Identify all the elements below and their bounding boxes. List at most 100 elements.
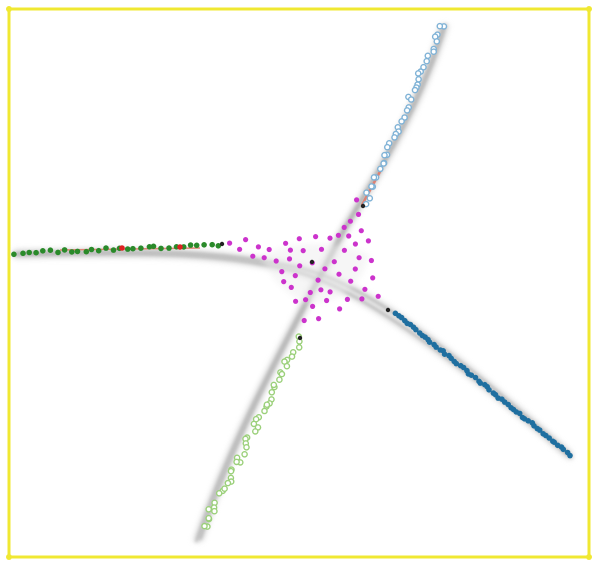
- point-left-2: [26, 249, 32, 256]
- point-lower-right-52: [546, 435, 552, 441]
- point-upper-right-32: [376, 165, 384, 173]
- point-lower-left-9: [278, 370, 286, 378]
- center-point-20: [273, 258, 279, 264]
- trunk-lines: [13, 22, 575, 544]
- point-upper-right-21: [398, 118, 405, 125]
- center-point-44: [307, 289, 313, 296]
- point-left-27: [201, 242, 207, 248]
- center-point-26: [348, 278, 354, 284]
- center-point-40: [261, 255, 267, 261]
- trunk-line-1: [199, 23, 447, 541]
- point-upper-right-6: [430, 48, 438, 56]
- point-left-12: [95, 247, 102, 254]
- accent-segments: [59, 167, 384, 251]
- red-point-1: [177, 244, 183, 250]
- point-upper-right-36: [368, 183, 375, 190]
- center-point-54: [370, 275, 376, 281]
- point-left-7: [61, 247, 68, 253]
- center-point-51: [287, 247, 293, 253]
- center-point-53: [318, 287, 324, 293]
- point-lower-right-59: [567, 452, 573, 459]
- point-left-18: [138, 245, 144, 251]
- point-left-26: [193, 242, 200, 249]
- point-upper-right-37: [363, 189, 370, 196]
- red-point-0: [119, 245, 125, 251]
- point-lower-right-49: [536, 427, 543, 433]
- center-point-17: [293, 298, 299, 304]
- center-point-45: [324, 297, 330, 304]
- frame-corner-1: [586, 6, 592, 12]
- center-point-1: [243, 237, 249, 243]
- point-lower-left-2: [295, 344, 303, 351]
- point-lower-left-47: [201, 522, 208, 530]
- center-point-5: [296, 236, 302, 242]
- center-point-42: [237, 246, 243, 252]
- point-lower-left-31: [233, 458, 240, 466]
- center-point-2: [255, 244, 261, 250]
- center-point-27: [362, 286, 368, 292]
- frame-corner-2: [6, 554, 12, 560]
- center-point-32: [316, 316, 322, 322]
- center-point-21: [286, 256, 293, 262]
- point-upper-right-8: [423, 57, 431, 65]
- point-left-14: [110, 247, 117, 253]
- center-point-28: [375, 293, 381, 299]
- point-left-11: [88, 246, 95, 253]
- point-lower-left-13: [268, 388, 276, 396]
- point-lower-right-17: [441, 351, 448, 358]
- center-point-52: [300, 248, 306, 254]
- center-point-47: [346, 233, 352, 239]
- point-lower-right-7: [413, 326, 419, 333]
- center-point-29: [359, 296, 365, 302]
- point-lower-right-32: [486, 387, 492, 393]
- point-left-8: [69, 249, 75, 255]
- center-point-19: [279, 269, 285, 275]
- point-upper-right-4: [433, 38, 441, 45]
- point-left-6: [55, 249, 61, 256]
- point-left-22: [166, 245, 172, 251]
- center-point-30: [344, 296, 350, 302]
- center-point-38: [368, 257, 374, 264]
- point-lower-left-10: [276, 376, 283, 384]
- junction-nodes: [219, 203, 391, 341]
- point-upper-right-1: [436, 22, 444, 30]
- center-point-49: [341, 224, 347, 230]
- point-lower-right-14: [433, 344, 439, 350]
- point-lower-left-17: [263, 401, 271, 409]
- point-lower-right-42: [516, 410, 523, 417]
- point-left-17: [130, 245, 136, 252]
- branch-lower-left: [201, 333, 303, 530]
- center-point-34: [301, 317, 307, 324]
- center-point-14: [322, 266, 328, 272]
- point-upper-right-12: [415, 76, 422, 83]
- center-point-0: [227, 240, 233, 246]
- point-upper-right-29: [381, 151, 388, 159]
- point-left-1: [20, 250, 26, 257]
- point-lower-left-4: [288, 353, 296, 360]
- point-upper-right-34: [370, 174, 378, 181]
- point-left-21: [158, 245, 164, 252]
- point-lower-left-36: [224, 479, 232, 487]
- center-point-43: [292, 273, 298, 279]
- center-point-22: [297, 263, 303, 269]
- junction-node-0: [219, 241, 225, 247]
- point-left-3: [33, 249, 39, 256]
- junction-node-4: [309, 259, 315, 265]
- center-point-10: [358, 228, 364, 234]
- junction-node-3: [297, 335, 303, 341]
- point-lower-left-18: [261, 407, 268, 415]
- center-point-33: [310, 303, 316, 309]
- point-left-0: [11, 251, 17, 258]
- point-lower-right-21: [453, 360, 460, 367]
- point-lower-right-29: [477, 380, 484, 386]
- center-point-18: [288, 284, 294, 290]
- point-upper-right-19: [403, 107, 411, 114]
- branch-upper-right: [362, 22, 448, 208]
- point-left-9: [74, 248, 81, 255]
- point-upper-right-38: [366, 194, 374, 202]
- center-point-3: [266, 246, 272, 253]
- point-lower-left-12: [270, 381, 278, 389]
- point-lower-right-27: [472, 374, 479, 381]
- point-left-19: [146, 244, 153, 250]
